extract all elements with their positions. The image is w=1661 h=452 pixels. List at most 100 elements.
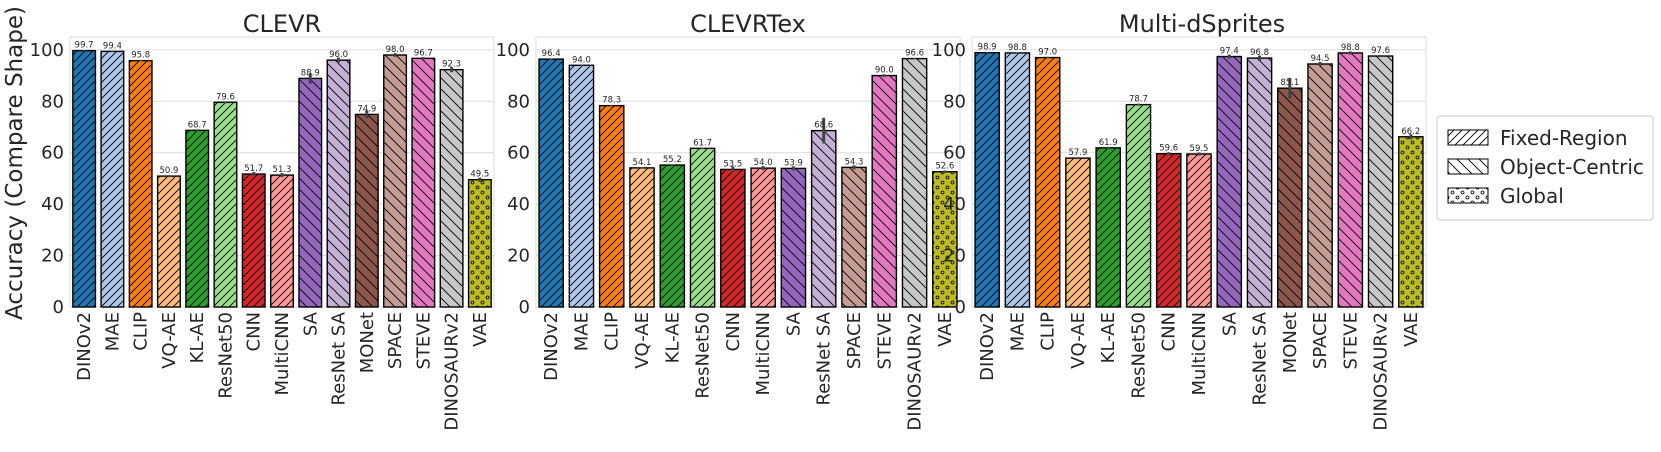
data-label: 98.8 [1008,43,1027,53]
x-tick-label: VQ-AE [632,312,653,369]
panel-clevr: CLEVR 0 20 40 60 80 100 99.7 DINOv2 99.4 MAE 95.8 C… [30,10,495,431]
x-tick-label: DINOv2 [977,312,998,381]
x-tick-label: KL-AE [1098,312,1119,363]
legend-frame [1436,115,1654,221]
data-label: 98.9 [978,43,997,53]
data-label: 54.1 [633,158,652,168]
x-tick-label: CLIP [1038,312,1059,351]
data-label: 52.6 [935,162,954,172]
bar-hatch-resnet50 [213,101,238,308]
x-tick-label: DINOSAURv2 [1371,312,1392,431]
bar-hatch-dinosaurv2 [439,68,464,308]
bar-hatch-cnn [241,173,266,308]
x-tick-label: MAE [1007,312,1028,351]
panel-clevrtex: CLEVRTex 0 20 40 60 80 100 96.4 DINOv2 94.0 MAE 78… [496,10,961,431]
y-tick-label: 80 [41,91,64,112]
bar-hatch-multicnn [269,174,295,308]
y-tick-label: 60 [507,143,530,164]
data-label: 85.1 [1280,78,1299,88]
x-tick-label: VQ-AE [1068,312,1089,369]
x-tick-label: MultiCNN [1189,312,1210,396]
bar-hatch-dinov2 [72,49,97,308]
data-label: 96.7 [414,48,433,58]
x-tick-label: SPACE [844,312,865,369]
bar-hatch-clip [598,104,625,308]
data-label: 74.9 [357,104,376,114]
legend-entry-object-centric: Object-Centric [1447,155,1644,179]
data-label: 51.7 [244,164,263,174]
bar-hatch-clip [1034,56,1061,308]
data-label: 98.8 [1341,43,1360,53]
bar-hatch-vae [932,171,958,308]
data-label: 94.5 [1311,54,1330,64]
data-label: 97.4 [1220,47,1239,57]
bar-hatch-vae [467,179,492,308]
bar-hatch-dinov2 [538,58,564,308]
bar-hatch-dinosaurv2 [901,57,928,308]
bar-hatch-cnn [720,168,746,308]
y-tick-label: 20 [507,246,530,267]
x-tick-label: KL-AE [662,312,683,363]
data-label: 66.2 [1401,127,1420,137]
bar-hatch-mae [100,50,125,308]
x-tick-label: DINOv2 [74,312,95,381]
legend: Fixed-Region Object-Centric Global [1436,115,1654,221]
data-label: 92.3 [442,60,461,70]
y-axis-label: Accuracy (Compare Shape) [2,6,28,320]
data-label: 78.3 [602,96,621,106]
bar-hatch-resnet50 [689,147,716,308]
data-label: 97.0 [1038,48,1057,58]
panel-title: CLEVR [243,10,321,38]
data-label: 61.7 [693,138,712,148]
x-tick-label: CNN [244,312,265,352]
legend-swatch-hatch [1447,187,1489,204]
data-label: 68.6 [814,121,833,131]
x-tick-label: STEVE [874,312,895,369]
bar-hatch-clip [128,59,153,308]
data-label: 97.6 [1371,46,1390,56]
data-label: 96.0 [329,50,348,60]
legend-swatch-hatch [1447,129,1489,146]
bar-hatch-sa [780,167,807,308]
bar-hatch-monet [354,113,379,308]
x-tick-label: DINOSAURv2 [905,312,926,431]
y-tick-label: 40 [943,194,966,215]
data-label: 50.9 [159,166,178,176]
bar-hatch-resnet-sa [1246,57,1273,308]
legend-label: Fixed-Region [1500,126,1628,150]
data-label: 98.0 [386,45,405,55]
y-tick-label: 40 [507,194,530,215]
data-label: 54.3 [845,157,864,167]
bar-hatch-kl-ae [1095,147,1122,308]
bar-hatch-dinosaurv2 [1367,55,1394,308]
data-label: 53.5 [723,159,742,169]
data-label: 88.9 [301,68,320,78]
x-tick-label: MONet [1280,312,1301,373]
x-tick-label: SPACE [385,312,406,369]
data-label: 90.0 [875,66,894,76]
x-tick-label: DINOSAURv2 [442,312,463,431]
bar-hatch-resnet-sa [326,59,351,308]
data-label: 59.6 [1159,144,1178,154]
bar-hatch-sa [298,77,323,308]
bar-hatch-vq-ae [1065,157,1091,308]
bar-hatch-mae [1004,52,1031,308]
y-tick-label: 80 [943,91,966,112]
x-tick-label: MAE [102,312,123,351]
x-tick-label: ResNet50 [1128,312,1149,399]
data-label: 94.0 [572,55,591,65]
data-label: 59.5 [1190,144,1209,154]
data-label: 96.4 [542,49,561,59]
x-tick-label: MultiCNN [753,312,774,396]
y-tick-label: 60 [943,143,966,164]
legend-label: Object-Centric [1500,155,1644,179]
bar-hatch-multicnn [750,167,776,308]
x-tick-label: SA [783,311,804,336]
x-tick-label: STEVE [1340,312,1361,369]
x-tick-label: MAE [571,312,592,351]
y-tick-label: 100 [30,40,64,61]
data-label: 54.0 [754,158,773,168]
bar-hatch-resnet50 [1125,103,1152,308]
x-tick-label: ResNet SA [814,311,835,405]
